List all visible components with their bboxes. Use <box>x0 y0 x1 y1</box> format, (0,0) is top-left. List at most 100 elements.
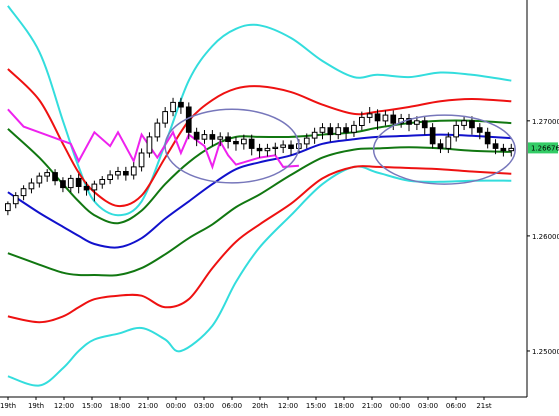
candle <box>319 123 326 140</box>
candle <box>241 134 247 150</box>
candle <box>99 176 106 189</box>
candle-body <box>445 136 452 149</box>
candle <box>374 109 381 131</box>
candle-body <box>99 179 106 185</box>
candle <box>500 143 507 157</box>
candle <box>359 111 365 131</box>
candle <box>67 174 74 193</box>
candle-body <box>476 127 483 133</box>
candle-body <box>123 171 129 176</box>
candle-body <box>492 143 499 149</box>
candle <box>280 140 286 154</box>
candle <box>130 162 137 180</box>
candle <box>272 142 279 156</box>
candle-body <box>225 136 231 142</box>
candle <box>217 132 224 147</box>
x-tick-label: 20th <box>252 402 268 410</box>
candle-body <box>508 147 515 152</box>
candle <box>201 130 208 144</box>
candle-body <box>20 188 27 197</box>
x-tick-label: 12:00 <box>278 402 298 410</box>
candle <box>146 132 153 158</box>
candle-body <box>406 118 412 125</box>
candle <box>36 172 43 188</box>
candle-body <box>52 172 58 182</box>
x-tick-label: 06:00 <box>222 402 242 410</box>
candle <box>390 110 397 131</box>
candle-body <box>327 127 334 136</box>
candle <box>256 143 263 158</box>
candle <box>225 132 231 149</box>
candle <box>343 123 349 140</box>
y-tick-label: 1.26000 <box>532 233 559 241</box>
candles-layer <box>5 97 515 216</box>
candle <box>351 120 357 137</box>
current-price-tag: 1.26676 <box>528 142 559 154</box>
candle-body <box>107 174 114 180</box>
candle-body <box>437 143 444 149</box>
candle <box>508 143 515 157</box>
lagging-line <box>7 108 299 170</box>
candle-body <box>154 122 161 138</box>
candle-body <box>382 114 389 122</box>
current-price-label: 1.26676 <box>531 144 559 152</box>
candle <box>162 107 169 128</box>
candle <box>421 116 428 135</box>
candle <box>123 166 129 181</box>
x-tick-label: 18:00 <box>334 402 354 410</box>
candle-body <box>75 177 82 187</box>
candle <box>170 97 176 117</box>
candle-body <box>319 127 326 133</box>
x-tick-label: 21:00 <box>138 402 158 410</box>
candle-body <box>130 166 137 176</box>
candle-body <box>170 101 176 113</box>
candle <box>492 139 499 155</box>
candle-body <box>83 185 90 191</box>
candle <box>12 192 19 209</box>
x-tick-label: 19th <box>28 402 44 410</box>
candle <box>44 169 50 182</box>
x-tick-label: 12:00 <box>54 402 74 410</box>
band-line-middle <box>7 133 512 249</box>
candle-body <box>201 134 208 140</box>
candle <box>60 177 66 193</box>
candle-body <box>5 203 11 212</box>
candle <box>406 113 412 132</box>
candle-body <box>233 141 239 145</box>
candle-body <box>241 138 247 145</box>
x-tick-label: 03:00 <box>418 402 438 410</box>
x-tick-label: 18:00 <box>110 402 130 410</box>
candle <box>437 139 444 154</box>
x-tick-label: 21:00 <box>362 402 382 410</box>
candle <box>138 148 145 172</box>
candle-body <box>91 183 98 191</box>
candle-body <box>28 182 35 190</box>
ellipse-left <box>164 108 300 184</box>
candle-body <box>138 152 145 168</box>
bands-layer <box>7 5 512 387</box>
candle <box>335 123 342 140</box>
candle-body <box>500 147 507 152</box>
candle <box>264 143 271 157</box>
candle <box>476 123 483 140</box>
candle <box>461 116 467 131</box>
candle-body <box>272 146 279 150</box>
candle <box>382 110 389 126</box>
candle-body <box>421 120 428 129</box>
candle-body <box>217 136 224 140</box>
candle <box>469 116 475 135</box>
candle <box>115 166 121 180</box>
candle <box>248 134 255 156</box>
candle-body <box>36 175 43 184</box>
current-price-tag-box <box>528 142 558 154</box>
candle-body <box>193 131 200 140</box>
candle-body <box>351 124 357 133</box>
candle-body <box>414 120 420 125</box>
candle <box>414 116 420 131</box>
candle <box>154 118 161 142</box>
candle-body <box>67 177 74 189</box>
candle <box>366 107 373 124</box>
candle <box>327 123 334 142</box>
candle <box>429 123 436 149</box>
